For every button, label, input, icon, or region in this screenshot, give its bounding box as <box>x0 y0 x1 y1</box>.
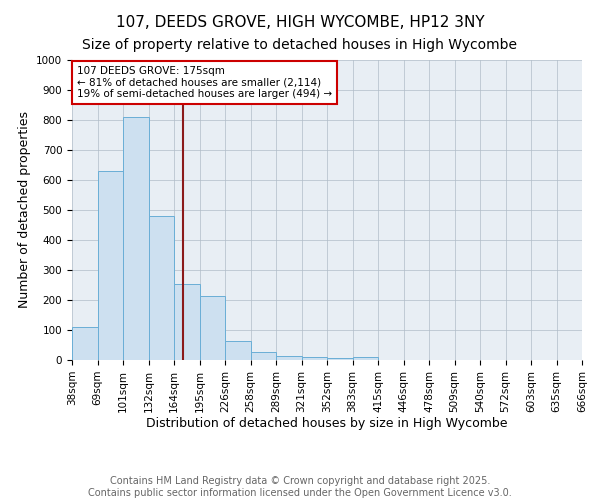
Text: 107 DEEDS GROVE: 175sqm
← 81% of detached houses are smaller (2,114)
19% of semi: 107 DEEDS GROVE: 175sqm ← 81% of detache… <box>77 66 332 99</box>
Bar <box>72 327 97 360</box>
Bar <box>149 216 174 360</box>
Bar <box>276 356 302 360</box>
Text: 107, DEEDS GROVE, HIGH WYCOMBE, HP12 3NY: 107, DEEDS GROVE, HIGH WYCOMBE, HP12 3NY <box>116 15 484 30</box>
Text: Contains HM Land Registry data © Crown copyright and database right 2025.
Contai: Contains HM Land Registry data © Crown c… <box>88 476 512 498</box>
Bar <box>123 117 149 360</box>
Bar <box>353 357 378 360</box>
X-axis label: Distribution of detached houses by size in High Wycombe: Distribution of detached houses by size … <box>146 418 508 430</box>
Bar <box>174 284 199 360</box>
Bar <box>97 171 123 360</box>
Bar <box>302 357 327 360</box>
Bar <box>225 340 251 360</box>
Bar <box>199 296 225 360</box>
Bar <box>327 358 353 360</box>
Y-axis label: Number of detached properties: Number of detached properties <box>17 112 31 308</box>
Bar <box>251 352 276 360</box>
Text: Size of property relative to detached houses in High Wycombe: Size of property relative to detached ho… <box>83 38 517 52</box>
